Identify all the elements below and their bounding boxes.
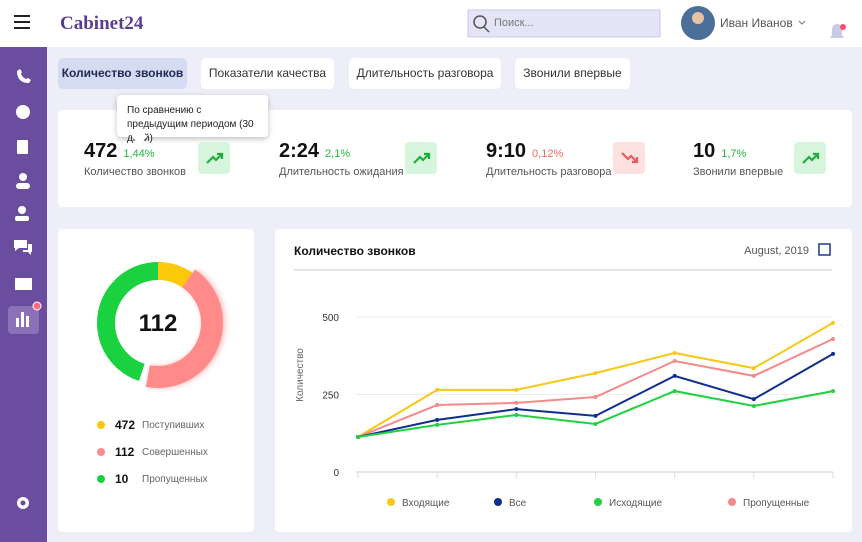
stat-value: 10 (693, 140, 716, 162)
stat-value-row: 2:24 2,1% (279, 140, 350, 163)
y-tick-label: 500 (322, 313, 339, 324)
search-icon (483, 26, 490, 33)
sidebar (0, 47, 47, 542)
trend-icon (794, 142, 826, 174)
series-point (435, 417, 440, 422)
trend-icon (405, 142, 437, 174)
stat-label: Длительность ожидания (279, 166, 404, 178)
series-point (831, 351, 835, 356)
series-point (435, 387, 440, 392)
series-point (593, 394, 598, 399)
series-point (751, 366, 756, 371)
legend-dot (97, 421, 105, 429)
series-point (435, 403, 440, 408)
header (0, 0, 862, 47)
legend-dot (594, 498, 602, 506)
series-point (672, 359, 677, 364)
legend-label: Входящие (402, 498, 450, 509)
y-tick-label: 250 (322, 391, 339, 402)
legend-dot (494, 498, 502, 506)
trend-icon (613, 142, 645, 174)
logo: Cabinet24 (60, 13, 144, 34)
legend-label: Пропущенные (743, 498, 810, 509)
series-point (672, 373, 677, 378)
series-point (514, 412, 519, 417)
stat-label: Звонили впервые (693, 166, 784, 178)
legend-dot (97, 475, 105, 483)
stat-change: 0,12% (532, 148, 564, 160)
stat-change: 2,1% (325, 148, 351, 160)
series-point (356, 434, 360, 439)
stat-value-row: 472 1,44% (84, 140, 155, 163)
tab[interactable]: Показатели качества (201, 58, 334, 89)
legend-label: Поступивших (142, 420, 204, 431)
sidebar-icons[interactable] (8, 69, 42, 509)
legend-value: 472 (115, 418, 135, 432)
stat-value: 9:10 (486, 140, 527, 162)
tab[interactable]: Звонили впервые (515, 58, 630, 89)
series-point (751, 403, 756, 408)
stat-value: 2:24 (279, 140, 320, 162)
series-point (514, 400, 519, 405)
stat-change: 1,44% (123, 148, 155, 160)
trend-icon (198, 142, 230, 174)
dropdown-icon (798, 20, 806, 25)
stat-value-row: 10 1,7% (693, 140, 746, 163)
user-name[interactable]: Иван Иванов (720, 16, 793, 30)
tab[interactable]: Количество звонков (58, 58, 187, 89)
legend-value: 10 (115, 472, 129, 486)
chart-title: Количество звонков (294, 244, 416, 258)
search-box[interactable] (467, 9, 661, 38)
donut-center: 112 (139, 310, 178, 337)
series-point (751, 397, 756, 402)
tooltip: По сравнению с предыдущим периодом (30 д… (117, 95, 268, 144)
y-tick-label: 0 (333, 468, 339, 479)
tab[interactable]: Длительность разговора (349, 58, 501, 89)
stat-change: 1,7% (721, 148, 747, 160)
menu-icon[interactable] (14, 15, 30, 29)
series-point (831, 337, 835, 342)
series-point (831, 320, 835, 325)
series-point (593, 421, 598, 426)
series-point (831, 389, 835, 394)
series-point (593, 413, 598, 418)
series-point (751, 373, 756, 378)
search-placeholder: Поиск... (494, 17, 534, 29)
stat-label: Длительность разговора (486, 166, 612, 178)
calendar-icon (818, 243, 831, 256)
stat-value: 472 (84, 140, 118, 162)
legend-value: 112 (115, 445, 135, 459)
legend-dot (387, 498, 395, 506)
chart-date: August, 2019 (744, 245, 809, 257)
series-point (514, 407, 519, 412)
legend-label: Исходящие (609, 498, 662, 509)
donut-segment (93, 258, 223, 388)
avatar (692, 12, 704, 24)
legend-label: Совершенных (142, 447, 208, 458)
series-point (514, 387, 519, 392)
legend-dot (728, 498, 736, 506)
notification-dot (840, 24, 846, 30)
search-icon (473, 15, 487, 29)
legend-label: Пропущенных (142, 474, 208, 485)
legend-label: Все (509, 498, 527, 509)
donut-segment (97, 262, 219, 384)
series-point (672, 389, 677, 394)
series-line (357, 322, 834, 438)
stat-label: Количество звонков (84, 166, 186, 178)
series-point (593, 371, 598, 376)
y-axis-label: Количество (295, 348, 306, 402)
series-point (672, 350, 677, 355)
series-point (435, 422, 440, 427)
stat-value-row: 9:10 0,12% (486, 140, 563, 163)
legend-dot (97, 448, 105, 456)
